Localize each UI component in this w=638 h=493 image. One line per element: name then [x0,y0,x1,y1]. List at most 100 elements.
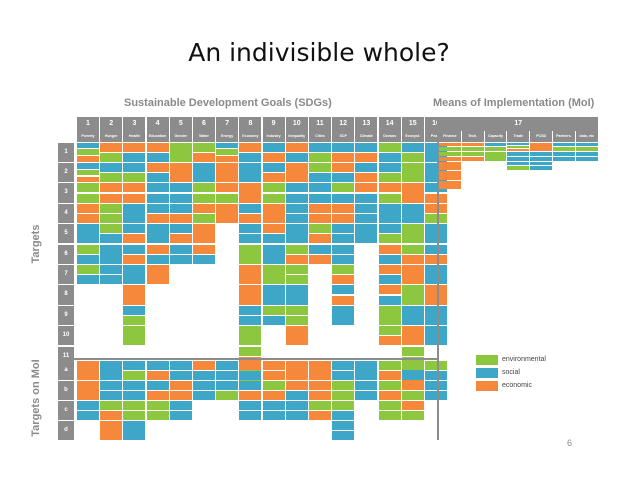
moi-target-cell-economic [77,380,99,400]
goal-name-header: Energy [216,131,239,142]
target-cell-social [169,183,192,193]
moi-target-cell-social [169,410,192,420]
target-cell-social [239,315,262,326]
target-cell-social [355,142,378,152]
moi-target-cell-environmental [401,390,424,400]
moi-target-cell-environmental [401,410,424,420]
target-cell-social [401,142,424,152]
target-cell-economic [401,183,424,203]
moi-target-cell-economic [239,360,262,370]
target-cell-economic [309,213,331,224]
target-cell-environmental [169,142,192,162]
target-cell-social [309,173,331,183]
page-number: 6 [567,438,573,448]
goal-number-header: 9 [262,117,285,131]
target-cell-economic [123,285,146,305]
target-cell-economic [100,142,123,152]
target-cell-economic [146,142,169,152]
target-cell-environmental [401,152,424,162]
moi-targets-axis-label: Targets on MoI [30,359,42,437]
target-cell-social [100,275,123,285]
target-cell-social [401,305,424,326]
moi-target-cell-economic [193,360,215,370]
moi-target-cell-social [146,360,169,370]
target-cell-social [425,244,447,254]
goal17-cell-environmental [439,147,461,151]
target-cell-social [355,224,378,244]
moi-target-cell-economic [378,370,401,380]
goal-name-header: SCP [332,131,355,142]
goal-name-header: Climate [355,131,378,142]
target-cell-environmental [401,244,424,254]
target-cell-social [169,203,192,213]
target-cell-economic [309,234,331,244]
moi-target-cell-social [239,410,262,420]
target-cell-environmental [262,264,285,285]
moi-target-cell-social [332,360,355,370]
target-cell-social [309,193,331,203]
target-cell-economic [146,244,169,254]
moi-target-cell-economic [77,360,99,380]
moi-sub-header: Partners. [553,131,575,142]
moi-target-cell-social [216,380,239,390]
target-cell-economic [146,162,169,173]
goal17-cell-social [507,156,530,161]
target-cell-social [332,244,355,254]
moi-target-cell-economic [401,400,424,410]
target-cell-social [378,275,401,285]
target-cell-social [77,275,99,285]
goal17-cell-economic [461,142,484,147]
goal-name-header: Gender [169,131,192,142]
goal-name-header: Water [193,131,215,142]
goal-name-header: Hunger [100,131,123,142]
target-cell-economic [193,203,215,213]
target-cell-economic [378,285,401,295]
goal17-cell-environmental [507,145,530,148]
moi-target-cell-social [216,370,239,380]
target-cell-economic [401,254,424,264]
goal-name-header: Education [146,131,169,142]
moi-target-cell-social [425,370,447,380]
goal17-cell-environmental [575,147,598,151]
target-cell-social [239,305,262,315]
target-cell-social [378,203,401,224]
legend-label-environmental: environmental [502,356,546,363]
target-cell-economic [425,254,447,264]
target-row-label: 2 [58,162,74,183]
target-cell-environmental [332,183,355,193]
moi-target-cell-economic [285,380,308,390]
goal17-cell-social [530,156,552,161]
target-cell-social [123,305,146,315]
target-cell-environmental [332,264,355,275]
target-cell-social [401,203,424,224]
target-cell-social [262,244,285,264]
target-cell-environmental [239,244,262,264]
moi-target-cell-economic [378,390,401,400]
target-cell-environmental [216,193,239,203]
moi-target-cell-social [262,410,285,420]
target-cell-social [378,224,401,234]
target-cell-economic [216,183,239,193]
goal17-cell-social [530,166,552,170]
moi-target-cell-social [146,380,169,390]
goal17-cell-social [484,142,507,147]
moi-target-cell-social [332,370,355,380]
targets-axis-label: Targets [30,224,42,264]
goal17-cell-social [575,156,598,161]
moi-target-cell-social [355,360,378,380]
target-cell-economic [77,213,99,224]
moi-target-cell-social [239,400,262,410]
target-cell-economic [239,213,262,224]
target-cell-social [77,142,99,149]
moi-target-cell-social [239,370,262,380]
moi-target-cell-social [193,390,215,400]
target-cell-environmental [77,183,99,193]
moi-target-cell-environmental [378,360,401,370]
target-cell-social [100,264,123,275]
moi-target-cell-environmental [378,400,401,410]
target-cell-social [262,234,285,244]
moi-target-cell-environmental [123,410,146,420]
goal-number-header: 8 [239,117,262,131]
target-cell-environmental [100,173,123,183]
target-cell-economic [169,234,192,244]
